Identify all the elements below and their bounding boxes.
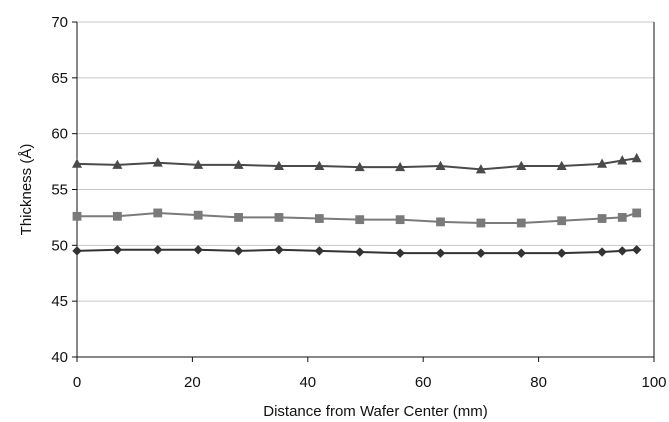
series-1-point-12 (516, 160, 527, 171)
x-tick-label-100: 100 (641, 374, 666, 391)
series-3-point-7 (314, 246, 325, 256)
series-3-point-15 (617, 246, 627, 256)
series-1-point-11 (475, 164, 486, 174)
series-1-point-15 (617, 155, 628, 165)
x-tick-label-40: 40 (299, 374, 316, 391)
series-2-point-9 (395, 215, 405, 225)
series-3 (72, 245, 642, 258)
series-2-point-13 (557, 216, 567, 226)
series-3-point-4 (193, 245, 203, 255)
y-tick-label-45: 45 (51, 293, 68, 310)
series-3-point-16 (631, 245, 642, 255)
series-3-point-12 (516, 248, 526, 258)
series-3-point-10 (435, 248, 446, 258)
series-1-point-6 (273, 160, 284, 171)
series-2-point-2 (112, 211, 122, 221)
series-1-point-2 (112, 159, 123, 169)
series-3-point-14 (597, 247, 607, 257)
series-1-point-10 (435, 160, 446, 171)
series-2 (72, 208, 642, 228)
series-1-point-7 (314, 160, 325, 171)
series-2-point-10 (436, 217, 445, 227)
series-2-point-6 (274, 213, 284, 222)
series-3-point-13 (556, 248, 567, 258)
series-2-point-16 (632, 208, 642, 218)
series-2-point-1 (72, 211, 82, 221)
series-2-point-8 (355, 215, 365, 225)
series-3-point-6 (274, 245, 284, 255)
x-axis-label: Distance from Wafer Center (mm) (263, 403, 487, 420)
series-2-point-14 (597, 214, 607, 223)
series-2-point-3 (153, 208, 163, 218)
y-axis-label: Thickness (Å) (18, 144, 35, 236)
y-tick-label-40: 40 (51, 349, 68, 366)
series-3-point-5 (233, 246, 244, 256)
series-2-point-7 (314, 214, 324, 223)
series-3-point-3 (153, 245, 163, 255)
series-1-point-13 (556, 160, 567, 171)
tick-layer: 40 45 50 55 60 65 70 0 20 40 60 80 100 (51, 14, 666, 391)
series-1-point-16 (631, 152, 642, 163)
series-1-line (76, 157, 637, 171)
series-3-point-2 (112, 245, 123, 255)
series-1-point-5 (233, 159, 244, 169)
series-1-point-9 (395, 161, 406, 172)
y-tick-label-50: 50 (51, 237, 68, 254)
series-2-point-12 (516, 218, 526, 228)
series-3-point-1 (72, 246, 82, 256)
series-3-point-9 (395, 248, 405, 258)
series-3-line (76, 248, 637, 255)
series-3-point-11 (476, 248, 486, 258)
series-1-point-8 (354, 161, 365, 172)
x-tick-label-20: 20 (184, 374, 201, 391)
series-1-point-3 (152, 157, 163, 167)
series-2-point-5 (234, 213, 243, 222)
series-1-point-1 (71, 158, 83, 168)
series-2-point-11 (476, 218, 486, 228)
x-tick-label-80: 80 (530, 374, 547, 391)
series-2-point-4 (193, 210, 203, 220)
y-tick-label-65: 65 (51, 70, 68, 87)
series-2-point-15 (617, 213, 627, 222)
x-tick-label-60: 60 (415, 374, 432, 391)
series-1 (71, 152, 642, 174)
series-2-line (77, 211, 637, 224)
series-3-point-8 (355, 247, 365, 257)
series-1-point-14 (597, 158, 608, 168)
series-1-point-4 (193, 159, 204, 169)
y-tick-label-60: 60 (51, 126, 68, 143)
grid-layer (77, 21, 655, 357)
x-tick-label-0: 0 (73, 374, 81, 391)
series-layer (71, 152, 642, 258)
y-tick-label-70: 70 (51, 14, 68, 31)
y-tick-label-55: 55 (51, 182, 68, 199)
